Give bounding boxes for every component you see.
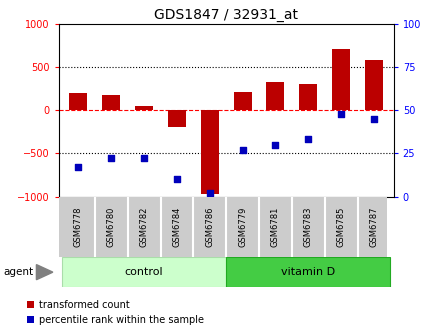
- Bar: [299, 84, 316, 110]
- Text: GSM6787: GSM6787: [368, 207, 378, 247]
- Text: GSM6781: GSM6781: [270, 207, 279, 247]
- Text: GSM6782: GSM6782: [139, 207, 148, 247]
- Point: [206, 191, 213, 196]
- FancyBboxPatch shape: [59, 197, 386, 257]
- Point: [304, 137, 311, 142]
- Text: GSM6786: GSM6786: [205, 207, 214, 247]
- Bar: [266, 82, 284, 110]
- Text: GSM6783: GSM6783: [303, 207, 312, 247]
- Bar: [135, 106, 153, 110]
- Point: [370, 116, 377, 121]
- Text: GSM6784: GSM6784: [172, 207, 181, 247]
- Text: control: control: [125, 267, 163, 277]
- Bar: [331, 49, 349, 110]
- Polygon shape: [36, 265, 53, 280]
- Bar: [168, 110, 186, 127]
- Point: [337, 111, 344, 116]
- Bar: [102, 95, 120, 110]
- Bar: [69, 93, 87, 110]
- Text: GSM6780: GSM6780: [106, 207, 115, 247]
- Bar: [200, 110, 218, 194]
- Point: [75, 164, 82, 170]
- Title: GDS1847 / 32931_at: GDS1847 / 32931_at: [154, 8, 298, 23]
- Point: [108, 156, 115, 161]
- Legend: transformed count, percentile rank within the sample: transformed count, percentile rank withi…: [26, 300, 204, 325]
- Point: [140, 156, 147, 161]
- FancyBboxPatch shape: [226, 257, 389, 287]
- Point: [173, 177, 180, 182]
- Text: vitamin D: vitamin D: [281, 267, 335, 277]
- Bar: [364, 60, 382, 110]
- Text: agent: agent: [3, 267, 33, 277]
- Bar: [233, 92, 251, 110]
- FancyBboxPatch shape: [62, 257, 226, 287]
- Text: GSM6779: GSM6779: [237, 207, 247, 247]
- Text: GSM6785: GSM6785: [336, 207, 345, 247]
- Text: GSM6778: GSM6778: [74, 207, 83, 247]
- Point: [271, 142, 278, 148]
- Point: [239, 147, 246, 153]
